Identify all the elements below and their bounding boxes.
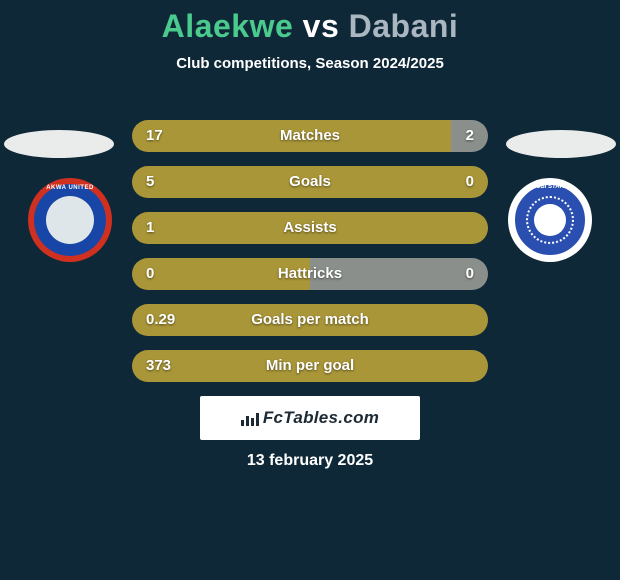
stat-label: Goals per match xyxy=(132,304,488,336)
stat-label: Hattricks xyxy=(132,258,488,290)
stat-bar: Goals5 0 xyxy=(132,166,488,198)
stat-bar: Assists1 xyxy=(132,212,488,244)
stat-value-right: 0 xyxy=(466,166,474,198)
team-badge-right-text: LOBI STARS xyxy=(508,184,592,190)
stat-value-left: 373 xyxy=(146,350,171,382)
player2-name: Dabani xyxy=(349,8,459,44)
stats-container: Matches172Goals50Assists1Hattricks00Goal… xyxy=(132,120,488,396)
stat-value-left: 0 xyxy=(146,258,154,290)
vs-label: vs xyxy=(303,8,340,44)
team-badge-right: LOBI STARS xyxy=(508,178,592,262)
stat-bar: Hattricks0 0 xyxy=(132,258,488,290)
stat-bar: Matches17 2 xyxy=(132,120,488,152)
player1-silhouette xyxy=(4,130,114,158)
infographic-date: 13 february 2025 xyxy=(0,452,620,470)
stat-label: Assists xyxy=(132,212,488,244)
stat-value-right: 2 xyxy=(466,120,474,152)
team-badge-left-text: AKWA UNITED xyxy=(28,185,112,191)
stat-value-left: 5 xyxy=(146,166,154,198)
player2-silhouette xyxy=(506,130,616,158)
chart-icon xyxy=(241,412,259,426)
comparison-title: Alaekwe vs Dabani xyxy=(0,0,620,45)
stat-value-left: 17 xyxy=(146,120,163,152)
team-badge-left: AKWA UNITED xyxy=(28,178,112,262)
stat-label: Matches xyxy=(132,120,488,152)
stat-value-left: 0.29 xyxy=(146,304,175,336)
stat-value-right: 0 xyxy=(466,258,474,290)
branding-badge: FcTables.com xyxy=(200,396,420,440)
stat-bar: Goals per match0.29 xyxy=(132,304,488,336)
stat-label: Goals xyxy=(132,166,488,198)
stat-label: Min per goal xyxy=(132,350,488,382)
branding-text: FcTables.com xyxy=(263,408,379,427)
player1-name: Alaekwe xyxy=(162,8,294,44)
subtitle: Club competitions, Season 2024/2025 xyxy=(0,55,620,72)
stat-value-left: 1 xyxy=(146,212,154,244)
stat-bar: Min per goal373 xyxy=(132,350,488,382)
